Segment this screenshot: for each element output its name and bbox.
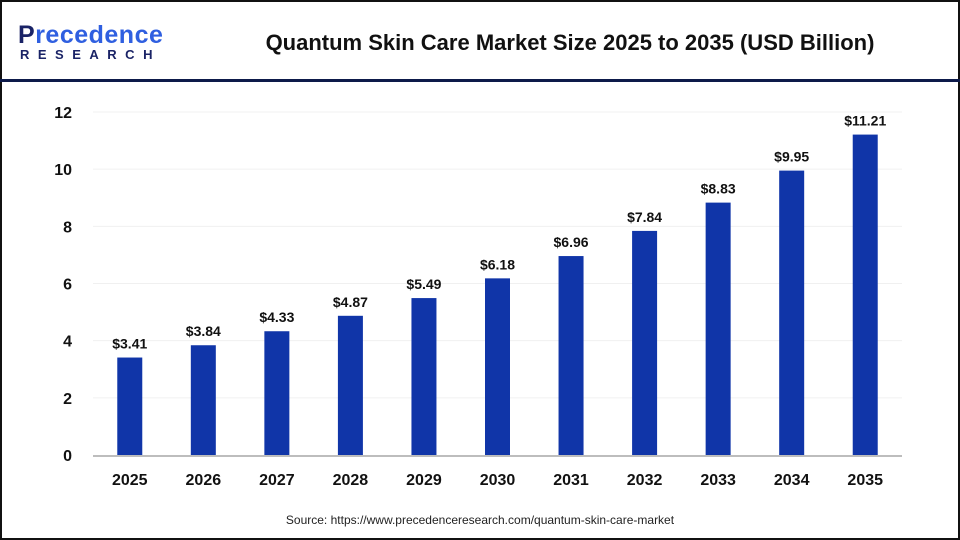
x-tick-label: 2034 — [774, 472, 810, 489]
data-label: $11.21 — [844, 113, 886, 129]
bar-2026 — [190, 345, 216, 455]
bar-2027 — [264, 331, 290, 455]
data-label: $7.84 — [627, 209, 662, 225]
data-label: $6.18 — [480, 256, 515, 272]
y-tick-label: 6 — [63, 277, 72, 294]
chart-title: Quantum Skin Care Market Size 2025 to 20… — [265, 30, 875, 55]
bar-2030 — [485, 278, 510, 455]
data-label: $3.41 — [112, 336, 147, 352]
bar-2035 — [852, 134, 878, 456]
logo-subtitle: RESEARCH — [20, 47, 161, 62]
logo-initial: P — [18, 21, 36, 49]
y-tick-label: 4 — [63, 334, 72, 351]
x-tick-label: 2025 — [112, 472, 148, 489]
data-label: $4.87 — [333, 294, 368, 310]
x-tick-label: 2030 — [480, 472, 516, 489]
y-tick-label: 8 — [63, 219, 72, 236]
data-label: $3.84 — [186, 323, 221, 339]
data-label: $8.83 — [701, 181, 736, 197]
data-label: $4.33 — [259, 309, 294, 325]
bar-2033 — [705, 202, 731, 455]
source-note: Source: https://www.precedenceresearch.c… — [285, 513, 675, 527]
bar-2029 — [411, 298, 437, 455]
x-tick-label: 2032 — [627, 472, 663, 489]
x-tick-label: 2028 — [333, 472, 369, 489]
bar-2025 — [117, 357, 143, 455]
y-tick-label: 10 — [54, 162, 72, 179]
bar-2028 — [337, 315, 363, 455]
x-tick-label: 2029 — [406, 472, 442, 489]
x-tick-label: 2027 — [259, 472, 295, 489]
data-label: $5.49 — [406, 276, 441, 292]
logo: Precedence RESEARCH — [18, 22, 163, 62]
data-label: $6.96 — [554, 234, 589, 250]
bar-2034 — [779, 170, 805, 456]
bar-2031 — [558, 256, 584, 455]
y-tick-label: 0 — [63, 448, 72, 465]
data-label: $9.95 — [774, 149, 809, 165]
y-tick-label: 2 — [63, 391, 72, 408]
bar-2032 — [632, 230, 658, 455]
x-tick-label: 2031 — [553, 472, 589, 489]
x-tick-label: 2026 — [186, 472, 222, 489]
y-tick-label: 12 — [54, 105, 72, 122]
x-tick-label: 2035 — [847, 472, 883, 489]
logo-wordmark: recedence — [35, 21, 164, 49]
x-tick-label: 2033 — [700, 472, 736, 489]
header-divider — [0, 79, 960, 82]
